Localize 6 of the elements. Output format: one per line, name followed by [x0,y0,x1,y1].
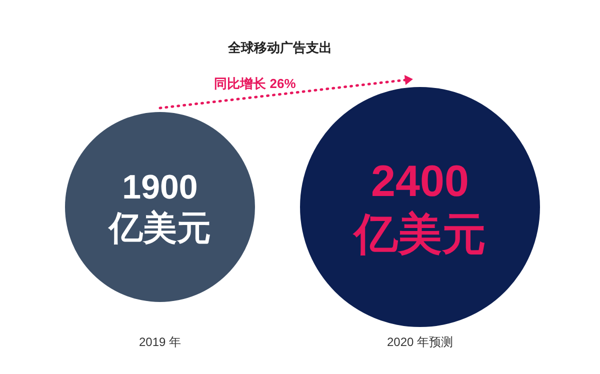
category-label: 2020 年预测 [386,335,454,349]
data-label: 1900 亿美元 [107,168,211,248]
category-label: 2019 年 [138,335,182,349]
text: 全球移动广告支出 [227,40,332,55]
text: 同比增长 26% [214,76,296,91]
data-label: 2400 亿美元 [352,157,486,259]
